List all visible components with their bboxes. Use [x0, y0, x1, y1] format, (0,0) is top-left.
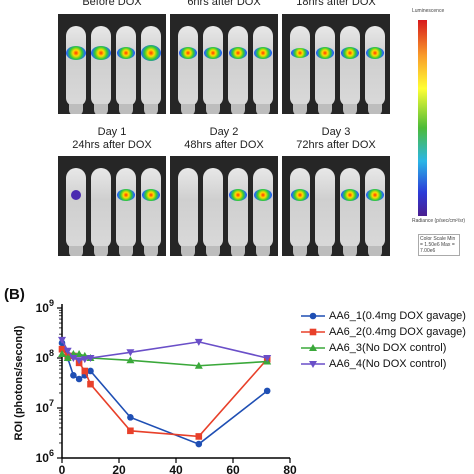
data-point	[75, 357, 84, 365]
data-point	[263, 355, 272, 362]
data-point	[195, 440, 203, 448]
caption-day3: Day 3 72hrs after DOX	[296, 126, 376, 151]
data-point	[127, 414, 134, 421]
data-point	[126, 349, 135, 357]
data-point	[86, 355, 95, 362]
x-tick-label: 0	[59, 463, 66, 474]
legend-swatch	[301, 328, 325, 336]
legend-swatch	[301, 361, 325, 369]
data-point	[127, 427, 134, 435]
y-tick-label: 106	[36, 448, 54, 465]
data-point	[64, 354, 71, 362]
data-point	[81, 372, 89, 379]
photo-18hrs	[282, 14, 390, 114]
photo-day2	[170, 156, 278, 256]
photo-6hrs	[170, 14, 278, 114]
data-point	[263, 357, 272, 365]
legend-label: AA6_4(No DOX control)	[329, 358, 447, 370]
legend-swatch	[301, 312, 325, 320]
x-tick-label: 80	[283, 463, 297, 474]
data-point	[263, 387, 271, 395]
data-point	[69, 350, 78, 358]
data-point	[58, 350, 66, 358]
series-line-1	[61, 342, 268, 445]
caption-day2: Day 2 48hrs after DOX	[184, 126, 264, 151]
data-point	[87, 380, 94, 388]
data-point	[69, 355, 78, 362]
data-point	[70, 372, 77, 379]
scale-unit: Radiance (p/sec/cm²/sr)	[412, 218, 466, 224]
data-point	[81, 367, 89, 375]
data-point	[75, 350, 84, 358]
scale-note: Color Scale Min = 1.50e6 Max = 7.00e6	[418, 234, 460, 256]
data-point	[80, 356, 89, 364]
caption-6hrs: 6hrs after DOX	[187, 0, 261, 8]
series-line-2	[61, 348, 268, 438]
photo-before-dox	[58, 14, 166, 114]
caption-before-dox: Before DOX	[82, 0, 142, 8]
data-point	[126, 356, 135, 364]
legend-label: AA6_3(No DOX control)	[329, 342, 447, 354]
data-point	[194, 361, 203, 369]
legend-entry-1: AA6_1(0.4mg DOX gavage)	[300, 310, 466, 322]
legend-entry-3: AA6_3(No DOX control)	[300, 342, 446, 354]
y-tick-label: 107	[36, 398, 54, 415]
y-axis-label: ROI (photons/second)	[13, 325, 25, 440]
data-point	[195, 433, 203, 440]
legend-swatch	[301, 344, 325, 352]
caption-day1: Day 1 24hrs after DOX	[72, 126, 152, 151]
data-point	[87, 367, 94, 375]
series-line-4	[61, 339, 268, 362]
y-tick-label: 109	[36, 298, 54, 315]
x-tick-label: 40	[169, 463, 183, 474]
data-point	[194, 338, 203, 346]
data-point	[64, 352, 71, 360]
data-point	[75, 375, 83, 383]
x-tick-label: 20	[112, 463, 126, 474]
data-point	[75, 359, 83, 367]
photo-day3	[282, 156, 390, 256]
legend-entry-2: AA6_2(0.4mg DOX gavage)	[300, 326, 466, 338]
caption-18hrs: 18hrs after DOX	[296, 0, 376, 8]
series-line-3	[61, 353, 268, 367]
data-point	[63, 347, 72, 355]
panel-label-b: (B)	[4, 286, 25, 303]
legend-label: AA6_2(0.4mg DOX gavage)	[329, 326, 466, 338]
data-point	[58, 339, 66, 347]
data-point	[63, 354, 72, 361]
data-point	[58, 336, 66, 344]
data-point	[70, 352, 77, 360]
y-tick-label: 108	[36, 348, 54, 365]
color-scale-bar	[418, 20, 427, 216]
legend-label: AA6_1(0.4mg DOX gavage)	[329, 310, 466, 322]
data-point	[263, 355, 271, 363]
photo-day1	[58, 156, 166, 256]
data-point	[86, 354, 95, 361]
data-point	[58, 345, 66, 353]
x-tick-label: 60	[226, 463, 240, 474]
scale-label: Luminescence	[412, 8, 445, 14]
data-point	[80, 351, 89, 359]
legend-entry-4: AA6_4(No DOX control)	[300, 358, 446, 370]
